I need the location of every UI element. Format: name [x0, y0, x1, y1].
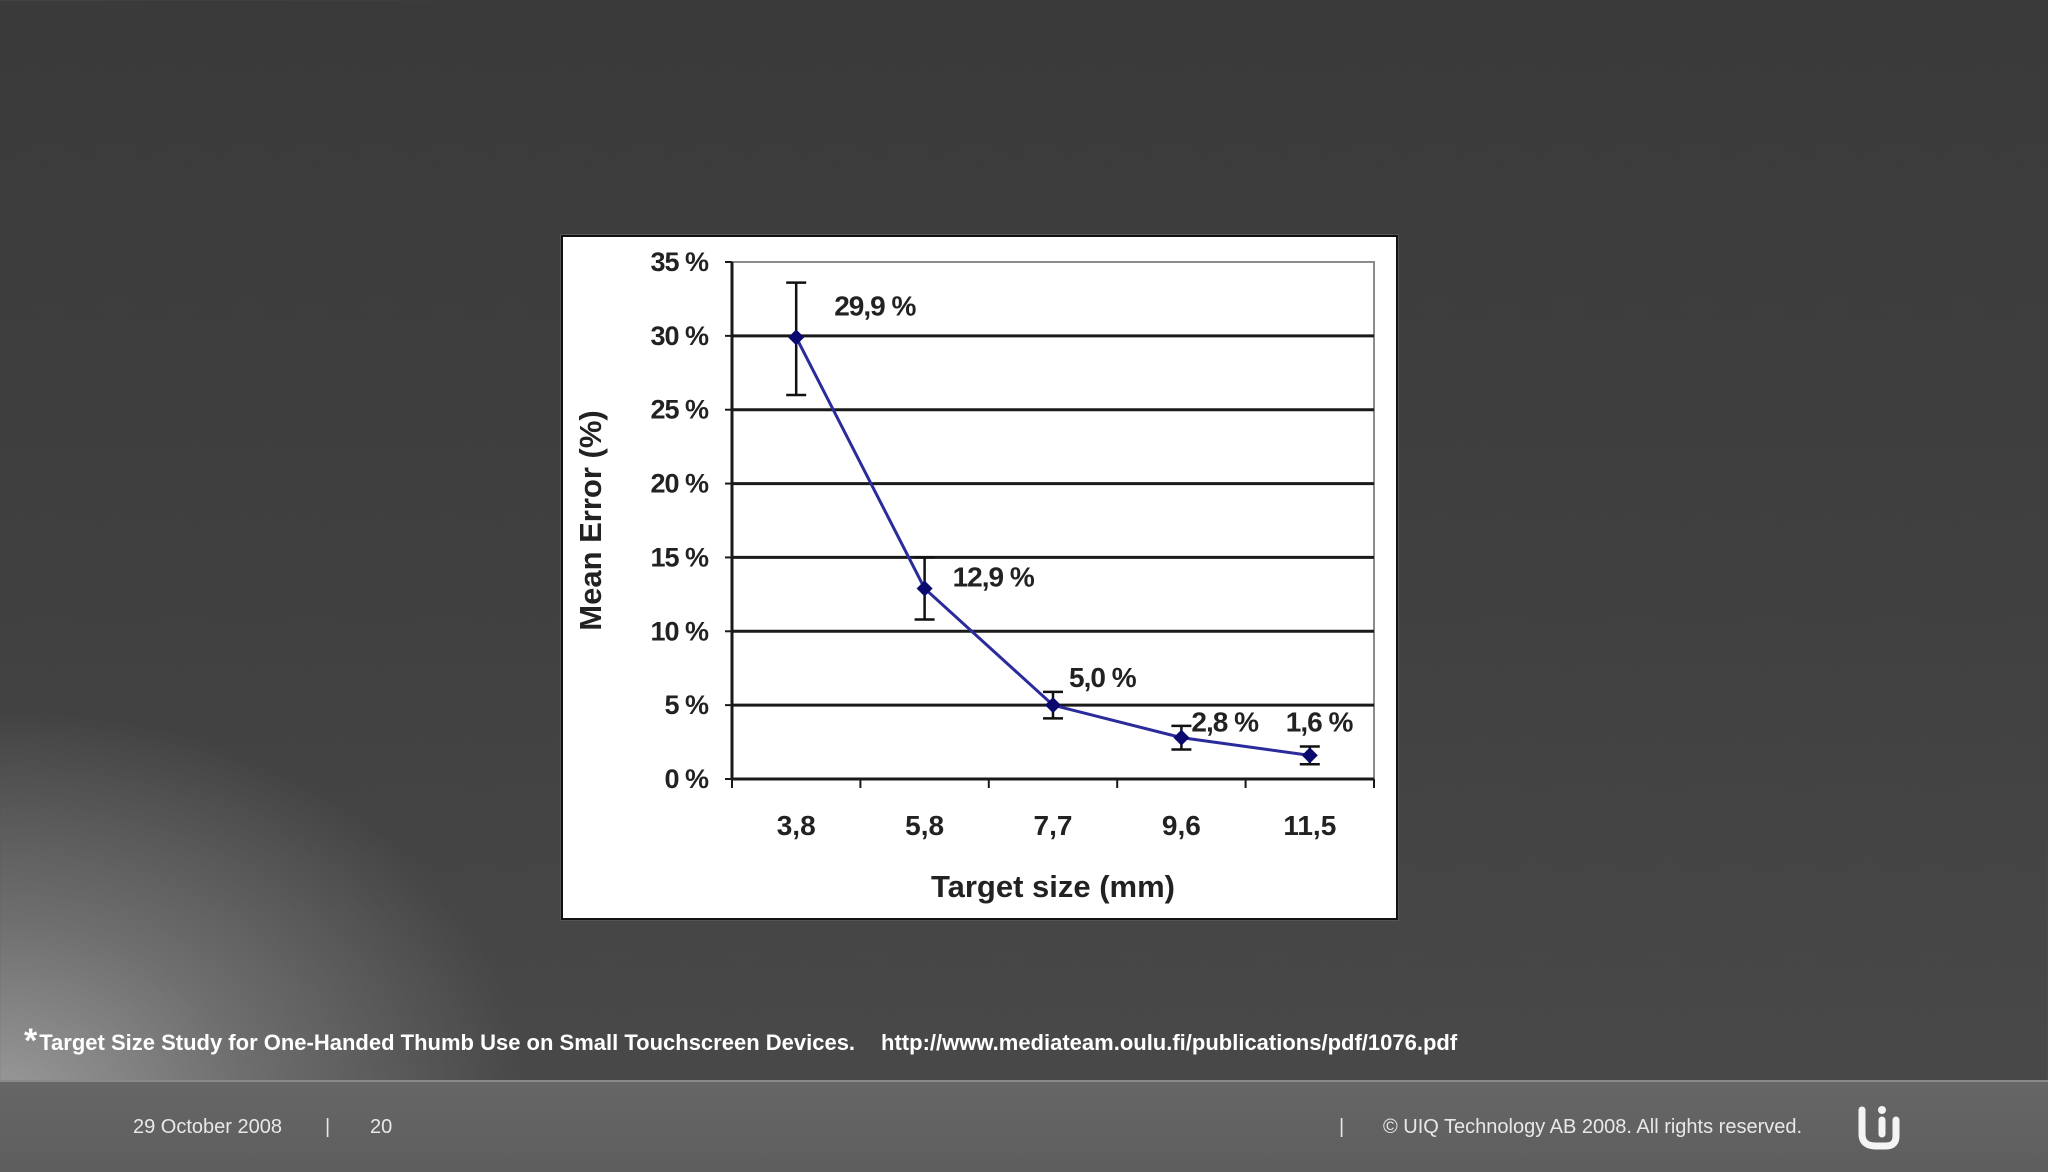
- x-axis-title: Target size (mm): [931, 869, 1175, 904]
- y-tick-label: 0 %: [664, 764, 709, 794]
- y-tick-label: 15 %: [650, 542, 709, 572]
- y-tick-label: 30 %: [650, 321, 709, 351]
- data-label: 12,9 %: [953, 561, 1035, 592]
- data-point: [1173, 729, 1190, 746]
- x-tick-label: 9,6: [1162, 810, 1201, 841]
- footnote: *Target Size Study for One-Handed Thumb …: [24, 1022, 1457, 1061]
- footer-separator-right: |: [1339, 1116, 1345, 1138]
- data-label: 1,6 %: [1286, 706, 1354, 737]
- data-label: 5,0 %: [1069, 662, 1137, 693]
- data-label: 29,9 %: [834, 290, 916, 321]
- footer-separator-left: |: [325, 1116, 331, 1138]
- footnote-url[interactable]: http://www.mediateam.oulu.fi/publication…: [881, 1030, 1458, 1055]
- mean-error-chart: 0 % 5 % 10 % 15 % 20 % 25 % 30 % 35 % 3,8 5,8 7,7 9…: [573, 247, 1375, 904]
- x-tick-label: 5,8: [905, 810, 944, 841]
- footer-date: 29 October 2008: [133, 1116, 282, 1138]
- y-axis-title: Mean Error (%): [573, 410, 608, 630]
- y-tick-label: 20 %: [650, 469, 709, 499]
- footnote-text: Target Size Study for One-Handed Thumb U…: [39, 1030, 856, 1055]
- x-tick-label: 11,5: [1283, 810, 1336, 841]
- x-tick-label: 3,8: [777, 810, 816, 841]
- footer-page-number: 20: [370, 1116, 393, 1138]
- y-tick-label: 25 %: [650, 395, 709, 425]
- data-label: 2,8 %: [1191, 707, 1259, 738]
- data-point: [1301, 747, 1318, 764]
- footer-bar: 29 October 2008 | 20 | © UIQ Technology …: [0, 1080, 2048, 1172]
- uiq-logo: Ui: [1858, 1106, 1900, 1150]
- y-tick-label: 5 %: [664, 690, 709, 720]
- data-point: [788, 329, 805, 346]
- chart-frame: 0 % 5 % 10 % 15 % 20 % 25 % 30 % 35 % 3,8 5,8 7,7 9…: [561, 235, 1398, 920]
- y-tick-label: 10 %: [650, 616, 709, 646]
- data-point: [1045, 697, 1061, 714]
- footnote-marker: *: [24, 1022, 38, 1060]
- x-tick-label: 7,7: [1034, 810, 1073, 841]
- data-point: [916, 580, 933, 597]
- footer-copyright: © UIQ Technology AB 2008. All rights res…: [1383, 1116, 1803, 1138]
- slide: 0 % 5 % 10 % 15 % 20 % 25 % 30 % 35 % 3,8 5,8 7,7 9…: [24, 235, 1457, 1061]
- y-tick-label: 35 %: [650, 247, 709, 277]
